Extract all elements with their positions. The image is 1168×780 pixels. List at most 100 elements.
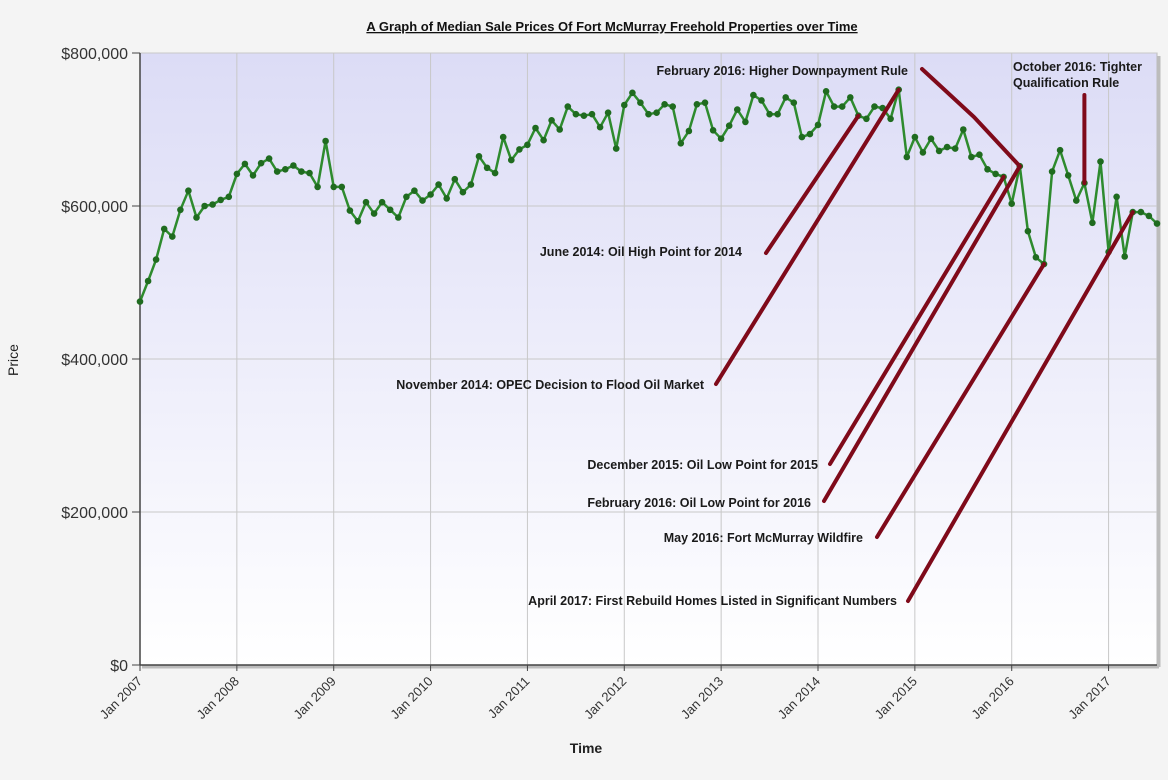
annotation-labels: February 2016: Higher Downpayment Rule O… (396, 60, 1142, 608)
data-point (233, 170, 241, 178)
data-point (1048, 168, 1056, 175)
data-point (136, 298, 144, 305)
y-tick-label: $0 (110, 658, 128, 675)
data-point (612, 145, 620, 152)
data-point (1145, 212, 1153, 220)
data-point (750, 91, 757, 99)
data-point (419, 197, 426, 204)
data-point (467, 181, 475, 188)
data-point (524, 141, 531, 149)
data-point (475, 153, 483, 160)
data-point (677, 140, 685, 147)
data-point (169, 233, 176, 240)
data-point (596, 123, 604, 131)
data-point (540, 136, 547, 144)
y-tick-label: $800,000 (61, 46, 128, 63)
data-point (306, 169, 313, 177)
data-point (491, 169, 499, 177)
data-point (798, 133, 806, 141)
data-point (580, 112, 588, 119)
data-point (653, 109, 660, 116)
data-point (257, 159, 265, 167)
annotation-label: February 2016: Higher Downpayment Rule (657, 64, 909, 78)
data-point (314, 183, 321, 191)
data-point (1008, 200, 1015, 207)
data-point (637, 99, 644, 106)
x-tick-label: Jan 2010 (387, 674, 435, 722)
data-point (193, 214, 200, 221)
gridlines (140, 52, 1157, 665)
data-point (483, 164, 491, 172)
data-point (338, 183, 346, 191)
data-point (177, 206, 184, 214)
data-point (451, 175, 459, 183)
annotation-line (714, 87, 901, 386)
x-axis-label: Time (570, 740, 603, 756)
data-point (935, 147, 943, 155)
y-tick-label: $600,000 (61, 199, 128, 216)
data-point (766, 110, 773, 118)
data-point (548, 117, 555, 124)
data-point (790, 99, 798, 106)
data-point (951, 145, 959, 152)
data-point (1024, 227, 1032, 235)
data-point (443, 195, 451, 202)
annotation-label: May 2016: Fort McMurray Wildfire (664, 531, 863, 545)
data-point (943, 143, 951, 151)
data-point (1089, 219, 1096, 227)
data-point (459, 188, 467, 196)
data-point (217, 196, 224, 204)
y-tick-label: $200,000 (61, 505, 128, 522)
data-point (661, 101, 668, 108)
data-point (273, 168, 281, 175)
data-point (782, 94, 789, 101)
data-point (395, 214, 402, 221)
annotation-line (906, 210, 1135, 603)
data-point (976, 151, 983, 158)
data-point (378, 198, 386, 206)
data-point (298, 168, 305, 175)
annotation-label: October 2016: Tighter (1013, 60, 1142, 74)
data-point (249, 172, 257, 179)
data-point (370, 210, 378, 217)
data-point (144, 277, 152, 285)
data-point (516, 146, 523, 153)
data-point (225, 193, 233, 201)
data-point (1032, 253, 1040, 261)
data-point (911, 133, 919, 141)
data-point (411, 187, 418, 194)
data-point (814, 121, 822, 129)
data-point (1153, 220, 1161, 227)
x-tick-label: Jan 2008 (194, 674, 242, 722)
data-point (346, 207, 354, 214)
data-point (403, 193, 410, 201)
data-point (725, 122, 733, 129)
y-axis-label: Price (5, 344, 21, 376)
y-tick-label: $400,000 (61, 352, 128, 369)
data-point (838, 103, 846, 110)
annotation-label: Qualification Rule (1013, 76, 1119, 90)
y-tick-labels: $0 $200,000 $400,000 $600,000 $800,000 (61, 46, 128, 675)
data-point (362, 198, 370, 206)
data-point (1064, 172, 1072, 179)
data-point (871, 103, 878, 110)
annotation-line (822, 164, 1022, 503)
data-point (354, 218, 362, 225)
data-point (209, 201, 216, 208)
data-point (1121, 253, 1128, 260)
data-point (572, 110, 580, 118)
data-point (1056, 146, 1064, 154)
data-point (604, 109, 612, 116)
data-point (322, 137, 329, 145)
data-point (822, 88, 830, 95)
data-point (427, 191, 434, 198)
chart-title: A Graph of Median Sale Prices Of Fort Mc… (366, 19, 857, 34)
data-point (887, 115, 894, 123)
data-point (645, 110, 652, 118)
axes (132, 52, 1157, 671)
x-tick-label: Jan 2007 (97, 674, 145, 722)
annotation-label: December 2015: Oil Low Point for 2015 (587, 458, 818, 472)
x-tick-label: Jan 2011 (485, 674, 533, 722)
series-median-price (136, 86, 1161, 305)
